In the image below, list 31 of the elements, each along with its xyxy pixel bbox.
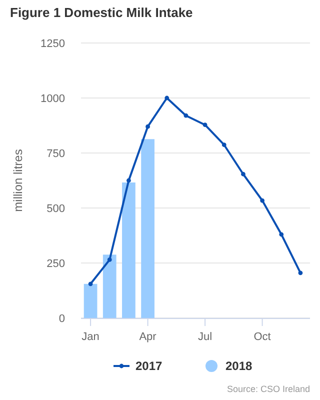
point <box>146 124 150 129</box>
bar <box>122 182 136 318</box>
source-note: Source: CSO Ireland <box>226 384 310 394</box>
x-tick-label: Jul <box>198 331 212 343</box>
y-tick-label: 750 <box>46 148 65 160</box>
bar <box>84 284 98 318</box>
legend-label: 2018 <box>226 359 253 373</box>
chart-title: Figure 1 Domestic Milk Intake <box>10 5 193 20</box>
point <box>184 113 188 118</box>
point <box>107 258 112 262</box>
point <box>126 178 131 183</box>
point <box>241 172 246 176</box>
y-tick-label: 0 <box>58 313 65 325</box>
y-tick-label: 1000 <box>40 93 65 105</box>
x-tick-label: Oct <box>254 331 271 343</box>
y-tick-label: 500 <box>46 203 65 215</box>
point <box>260 198 264 203</box>
x-tick-label: Jan <box>82 331 100 343</box>
legend-label: 2017 <box>136 359 163 373</box>
point <box>164 96 170 100</box>
point <box>222 142 226 148</box>
point <box>298 270 303 276</box>
bar <box>141 139 154 318</box>
y-axis-title: million litres <box>11 149 25 212</box>
point <box>279 232 284 237</box>
bar <box>102 254 116 318</box>
point <box>88 282 93 286</box>
x-tick-label: Apr <box>139 331 157 343</box>
point <box>202 122 208 128</box>
y-tick-label: 250 <box>46 258 65 270</box>
y-tick-label: 1250 <box>40 38 65 50</box>
